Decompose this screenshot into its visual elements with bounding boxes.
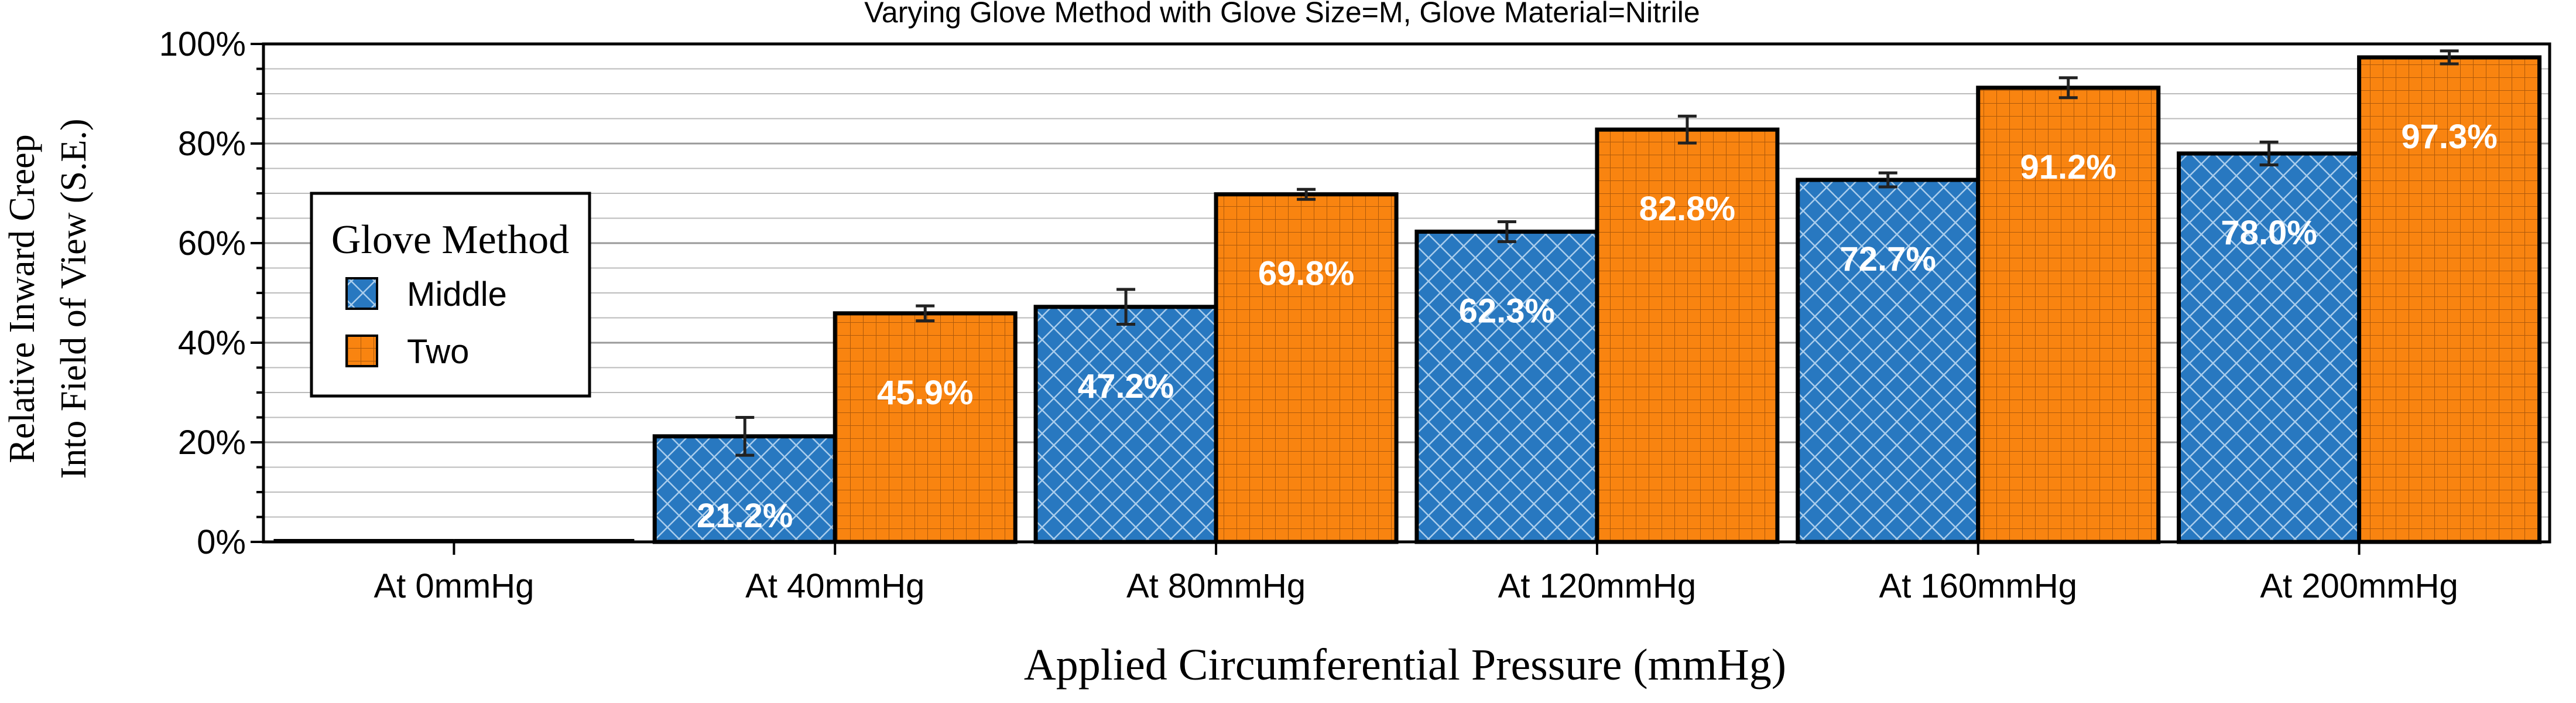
y-tick-label: 60% bbox=[178, 224, 246, 262]
data-label-middle: 72.7% bbox=[1840, 240, 1936, 278]
bar-two bbox=[1595, 127, 1780, 544]
bar-two bbox=[833, 311, 1018, 544]
error-bar bbox=[2259, 140, 2279, 167]
bar-two bbox=[1976, 86, 2161, 544]
chart-title: Varying Glove Method with Glove Size=M, … bbox=[864, 0, 1700, 29]
error-bar bbox=[916, 304, 935, 323]
data-label-two: 45.9% bbox=[877, 374, 973, 412]
y-tick-label: 100% bbox=[159, 25, 246, 63]
x-tick-label: At 120mmHg bbox=[1498, 567, 1696, 605]
y-axis-label-line-1: Relative Inward Creep bbox=[2, 134, 42, 463]
bar-two bbox=[2357, 55, 2542, 544]
error-bar bbox=[2058, 76, 2078, 100]
x-tick-label: At 40mmHg bbox=[745, 567, 924, 605]
legend-swatch-middle bbox=[345, 277, 378, 310]
y-tick-label: 80% bbox=[178, 125, 246, 163]
bar-middle bbox=[1033, 305, 1218, 544]
error-bar bbox=[1116, 288, 1136, 326]
legend-label-two: Two bbox=[407, 333, 469, 371]
x-tick-label: At 0mmHg bbox=[374, 567, 534, 605]
y-tick-label: 0% bbox=[197, 523, 246, 561]
legend-label-middle: Middle bbox=[407, 275, 507, 313]
error-bar bbox=[1677, 114, 1697, 145]
x-tick-labels: At 0mmHg At 40mmHg At 80mmHg At 120mmHg At 1… bbox=[374, 567, 2458, 605]
bar-middle bbox=[1796, 178, 1981, 544]
x-axis-label: Applied Circumferential Pressure (mmHg) bbox=[1024, 640, 1786, 690]
plot-frame bbox=[262, 42, 2551, 544]
error-bar bbox=[1497, 220, 1516, 243]
y-tick-label: 20% bbox=[178, 424, 246, 462]
data-label-two: 69.8% bbox=[1258, 255, 1354, 293]
grid-lines bbox=[263, 43, 2550, 543]
x-tick-label: At 200mmHg bbox=[2260, 567, 2458, 605]
bar-middle bbox=[2177, 151, 2362, 544]
data-label-two: 91.2% bbox=[2020, 148, 2116, 186]
error-bar bbox=[2440, 49, 2459, 66]
y-tick-label: 40% bbox=[178, 324, 246, 362]
data-label-two: 82.8% bbox=[1639, 190, 1735, 228]
y-tick-labels: 0% 20% 40% 60% 80% 100% bbox=[159, 25, 246, 561]
data-label-two: 97.3% bbox=[2401, 118, 2497, 156]
x-tick-label: At 80mmHg bbox=[1126, 567, 1306, 605]
x-tick-label: At 160mmHg bbox=[1879, 567, 2077, 605]
error-bar bbox=[1878, 171, 1897, 189]
bar-two bbox=[1214, 192, 1399, 544]
legend-title: Glove Method bbox=[331, 217, 569, 262]
data-label-middle: 47.2% bbox=[1078, 367, 1174, 405]
y-axis-label-line-2: Into Field of View (S.E.) bbox=[54, 118, 94, 479]
legend: Glove Method Middle Two bbox=[310, 192, 591, 398]
error-bar bbox=[1297, 187, 1316, 201]
error-bar bbox=[735, 416, 755, 457]
bar-middle bbox=[1414, 229, 1599, 544]
bars: 21.2% 45.9% 47.2% 69.8% 62.3% 82.8% 72.7% 91.2%… bbox=[273, 49, 2542, 544]
data-label-middle: 62.3% bbox=[1459, 292, 1555, 330]
legend-swatch-two bbox=[345, 335, 378, 367]
data-label-middle: 78.0% bbox=[2221, 214, 2317, 252]
data-label-middle: 21.2% bbox=[697, 497, 793, 535]
y-axis-label: Relative Inward Creep Into Field of View… bbox=[2, 118, 94, 479]
axes bbox=[251, 42, 2551, 555]
